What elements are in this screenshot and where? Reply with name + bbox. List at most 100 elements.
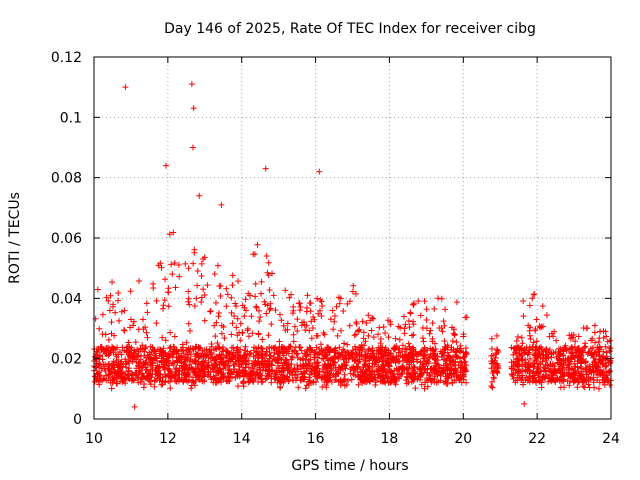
data-point (162, 349, 169, 356)
data-point (167, 385, 174, 392)
data-point (148, 348, 155, 355)
data-point (365, 312, 372, 319)
data-point (252, 280, 259, 287)
data-point (432, 357, 439, 364)
data-point (448, 344, 455, 351)
data-point (125, 349, 132, 356)
data-point (122, 84, 129, 91)
data-point (313, 332, 320, 339)
data-point (233, 324, 240, 331)
data-point (536, 351, 543, 358)
data-point (254, 241, 261, 248)
data-point (595, 385, 602, 392)
data-point (347, 370, 354, 377)
data-point (145, 372, 152, 379)
data-point (172, 284, 179, 291)
data-point (151, 377, 158, 384)
data-point (228, 331, 235, 338)
data-point (383, 349, 390, 356)
data-point (179, 341, 186, 348)
data-point (489, 378, 496, 385)
data-point (96, 369, 103, 376)
data-point (317, 296, 324, 303)
data-point (207, 307, 214, 314)
data-point (296, 344, 303, 351)
data-point (417, 312, 424, 319)
data-point (548, 351, 555, 358)
data-point (190, 367, 197, 374)
data-point (552, 348, 559, 355)
data-point (213, 358, 220, 365)
data-point (405, 340, 412, 347)
data-point (242, 358, 249, 365)
data-point (198, 298, 205, 305)
data-point (438, 369, 445, 376)
data-point (303, 304, 310, 311)
data-point (536, 344, 543, 351)
data-point (329, 307, 336, 314)
data-point (219, 360, 226, 367)
data-point (575, 333, 582, 340)
data-point (317, 341, 324, 348)
data-point (385, 362, 392, 369)
data-point (461, 358, 468, 365)
data-point (196, 345, 203, 352)
data-point (537, 354, 544, 361)
data-point (153, 320, 160, 327)
data-point (262, 376, 269, 383)
data-point (191, 303, 198, 310)
data-point (276, 348, 283, 355)
data-point (316, 350, 323, 357)
data-point (286, 367, 293, 374)
data-point (360, 329, 367, 336)
data-point (586, 363, 593, 370)
data-point (399, 348, 406, 355)
data-point (103, 294, 110, 301)
data-point (552, 368, 559, 375)
data-point (118, 351, 125, 358)
data-point (261, 298, 268, 305)
data-point (575, 368, 582, 375)
data-point (378, 366, 385, 373)
data-point (519, 372, 526, 379)
data-point (263, 310, 270, 317)
data-point (311, 354, 318, 361)
data-point (218, 322, 225, 329)
data-point (511, 345, 518, 352)
data-point (180, 378, 187, 385)
data-point (274, 360, 281, 367)
data-point (153, 297, 160, 304)
data-point (297, 356, 304, 363)
data-point (257, 314, 264, 321)
data-point (348, 376, 355, 383)
data-point (273, 357, 280, 364)
data-point (323, 382, 330, 389)
data-point (327, 372, 334, 379)
data-point (258, 361, 265, 368)
data-point (245, 333, 252, 340)
data-point (321, 331, 328, 338)
data-point (189, 377, 196, 384)
data-point (380, 324, 387, 331)
data-point (538, 379, 545, 386)
data-point (540, 364, 547, 371)
data-point (289, 377, 296, 384)
data-point (457, 342, 464, 349)
data-point (518, 350, 525, 357)
data-point (427, 327, 434, 334)
data-point (279, 343, 286, 350)
data-point (368, 375, 375, 382)
data-point (310, 313, 317, 320)
data-point (165, 303, 172, 310)
data-point (165, 354, 172, 361)
data-point (149, 359, 156, 366)
data-point (180, 360, 187, 367)
data-point (242, 296, 249, 303)
data-point (387, 369, 394, 376)
data-point (259, 336, 266, 343)
data-point (232, 300, 239, 307)
data-point (278, 369, 285, 376)
data-point (160, 345, 167, 352)
data-point (298, 322, 305, 329)
data-point (538, 323, 545, 330)
